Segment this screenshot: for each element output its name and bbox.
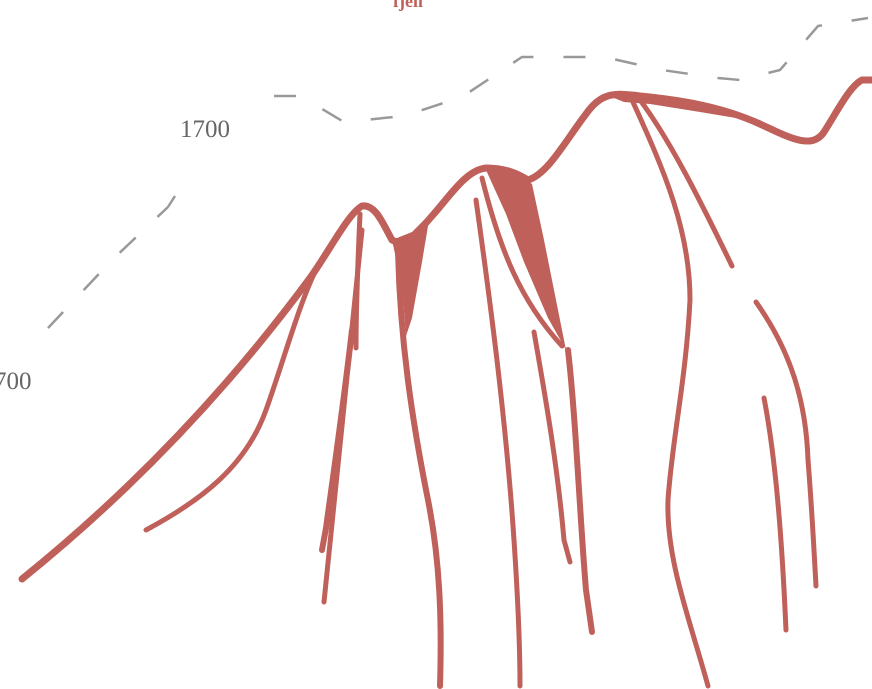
ridge-line-12 <box>761 395 789 633</box>
ridge-line-11 <box>753 299 819 589</box>
ridge-line-3 <box>321 227 365 605</box>
ridge-line-4 <box>395 247 444 689</box>
ridge-line-5 <box>473 197 523 689</box>
ridge-line-10 <box>637 97 735 269</box>
mountain-ridge-group <box>18 76 872 689</box>
ridge-line-7 <box>531 329 573 565</box>
gully-fill-center <box>486 170 566 350</box>
ridge-line-9 <box>629 97 711 689</box>
skyline-ridge <box>18 76 872 583</box>
ridge-line-8 <box>565 347 595 635</box>
contour-line-1700 <box>47 16 869 329</box>
contour-elevation-label-left: 700 <box>0 368 32 395</box>
spur-left-lower <box>143 263 321 533</box>
contour-elevation-label-upper: 1700 <box>180 116 230 143</box>
ridge-line-6 <box>479 175 565 349</box>
mountain-name-label: fjell <box>393 0 423 11</box>
